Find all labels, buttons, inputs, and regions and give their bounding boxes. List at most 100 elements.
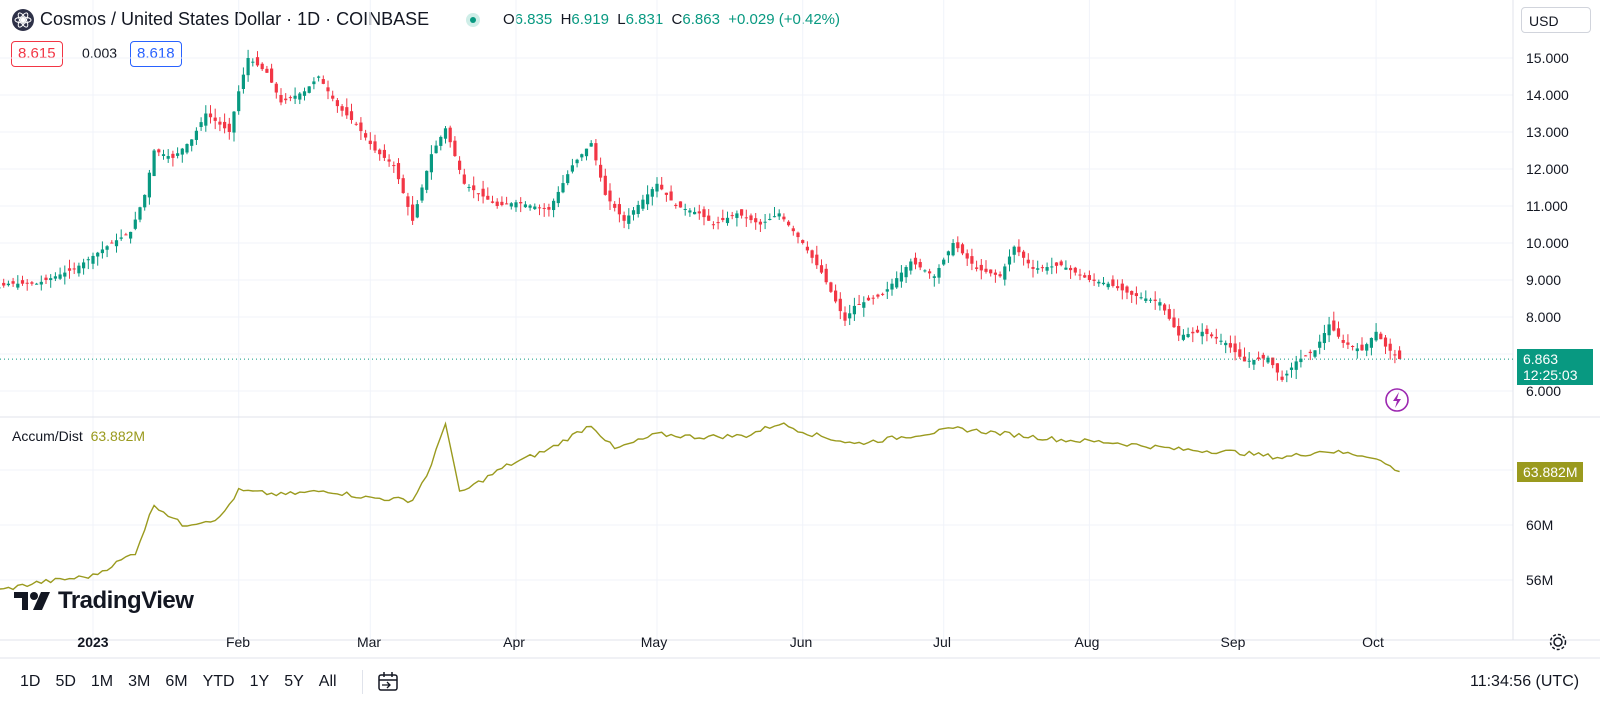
candle-body bbox=[462, 174, 466, 184]
candle-body bbox=[885, 289, 889, 292]
candle-body bbox=[998, 274, 1002, 277]
candle-body bbox=[1285, 373, 1289, 376]
candle-body bbox=[664, 192, 668, 195]
candle-body bbox=[970, 256, 974, 264]
candle-body bbox=[119, 237, 123, 239]
currency-select[interactable]: USD bbox=[1521, 7, 1591, 33]
candle-body bbox=[801, 240, 805, 243]
candle-body bbox=[566, 174, 570, 184]
candle-body bbox=[251, 61, 255, 63]
candle-body bbox=[1031, 267, 1035, 269]
range-5d-button[interactable]: 5D bbox=[55, 673, 76, 690]
candle-body bbox=[434, 145, 438, 154]
candle-body bbox=[105, 246, 109, 250]
candle-body bbox=[1064, 267, 1068, 270]
candle-body bbox=[1313, 350, 1317, 357]
candle-body bbox=[975, 267, 979, 269]
candle-body bbox=[1374, 331, 1378, 341]
candle-body bbox=[1111, 279, 1115, 286]
candle-body bbox=[91, 255, 95, 264]
candle-body bbox=[190, 139, 194, 146]
candle-body bbox=[1271, 357, 1275, 366]
range-5y-button[interactable]: 5Y bbox=[284, 673, 304, 690]
settings-gear-icon[interactable] bbox=[1548, 632, 1568, 652]
tradingview-logo-icon bbox=[14, 592, 50, 610]
high-label: H bbox=[560, 11, 572, 28]
candle-body bbox=[194, 130, 198, 140]
indicator-legend[interactable]: Accum/Dist 63.882M bbox=[12, 428, 145, 444]
price-tick: 8.000 bbox=[1526, 309, 1562, 325]
candle-body bbox=[1289, 367, 1294, 370]
candle-body bbox=[232, 111, 236, 133]
candle-body bbox=[1026, 259, 1030, 264]
date-range-calendar-icon[interactable] bbox=[376, 670, 400, 694]
candle-body bbox=[82, 262, 86, 269]
candle-body bbox=[1379, 333, 1383, 340]
candle-body bbox=[787, 221, 791, 226]
candle-body bbox=[110, 242, 114, 244]
candle-body bbox=[514, 202, 518, 208]
low-label: L bbox=[617, 11, 626, 28]
price-tick: 11.000 bbox=[1526, 198, 1568, 214]
candle-body bbox=[58, 274, 62, 279]
candle-body bbox=[411, 204, 415, 221]
last-price-value: 6.863 bbox=[1523, 351, 1559, 367]
candle-body bbox=[627, 215, 631, 224]
candle-body bbox=[1341, 340, 1345, 343]
candle-body bbox=[72, 268, 76, 270]
candle-body bbox=[857, 303, 861, 305]
open-value: 6.835 bbox=[514, 11, 553, 28]
candle-body bbox=[1355, 348, 1359, 352]
candle-body bbox=[570, 165, 574, 172]
range-1m-button[interactable]: 1M bbox=[90, 673, 114, 690]
candle-body bbox=[552, 200, 556, 211]
candle-body bbox=[928, 271, 932, 274]
range-ytd-button[interactable]: YTD bbox=[202, 673, 235, 690]
candle-body bbox=[777, 213, 781, 217]
range-1y-button[interactable]: 1Y bbox=[249, 673, 270, 690]
candle-body bbox=[185, 144, 189, 153]
candle-body bbox=[20, 280, 25, 284]
symbol-title[interactable]: Cosmos / United States Dollar · 1D · COI… bbox=[40, 9, 430, 29]
candle-body bbox=[382, 149, 386, 158]
ohlc-legend: O6.835 H6.919 L6.831 C6.863 +0.029 (+0.4… bbox=[503, 11, 840, 28]
candle-body bbox=[754, 218, 758, 223]
range-3m-button[interactable]: 3M bbox=[128, 673, 151, 690]
candle-body bbox=[768, 218, 772, 220]
candle-body bbox=[35, 283, 39, 285]
candle-body bbox=[453, 140, 457, 157]
candle-body bbox=[834, 290, 838, 302]
price-tick: 10.000 bbox=[1526, 235, 1569, 251]
candle-body bbox=[636, 204, 640, 215]
candle-body bbox=[796, 232, 800, 238]
candle-body bbox=[279, 95, 283, 103]
lightning-icon[interactable] bbox=[1385, 388, 1409, 412]
indicator-name: Accum/Dist bbox=[12, 428, 83, 444]
candle-body bbox=[528, 205, 532, 208]
range-1d-button[interactable]: 1D bbox=[20, 673, 41, 690]
candle-body bbox=[871, 297, 875, 299]
range-6m-button[interactable]: 6M bbox=[165, 673, 188, 690]
candle-body bbox=[302, 91, 307, 96]
candle-body bbox=[16, 283, 20, 288]
candle-body bbox=[124, 234, 128, 236]
candle-body bbox=[740, 209, 744, 216]
candle-body bbox=[646, 194, 650, 205]
candle-body bbox=[603, 175, 607, 195]
candle-body bbox=[1205, 328, 1209, 335]
price-tick: 6.000 bbox=[1526, 383, 1562, 399]
candle-body bbox=[1214, 336, 1218, 339]
candle-body bbox=[1219, 340, 1223, 342]
candle-body bbox=[608, 190, 612, 202]
candle-body bbox=[838, 298, 842, 312]
range-all-button[interactable]: All bbox=[318, 673, 337, 690]
candle-body bbox=[227, 123, 231, 132]
candle-body bbox=[1116, 286, 1120, 289]
candle-body bbox=[53, 276, 57, 279]
candle-body bbox=[707, 215, 711, 221]
clock[interactable]: 11:34:56 (UTC) bbox=[1470, 673, 1580, 690]
candle-body bbox=[725, 217, 730, 224]
candle-body bbox=[237, 91, 241, 112]
candle-body bbox=[180, 148, 184, 155]
